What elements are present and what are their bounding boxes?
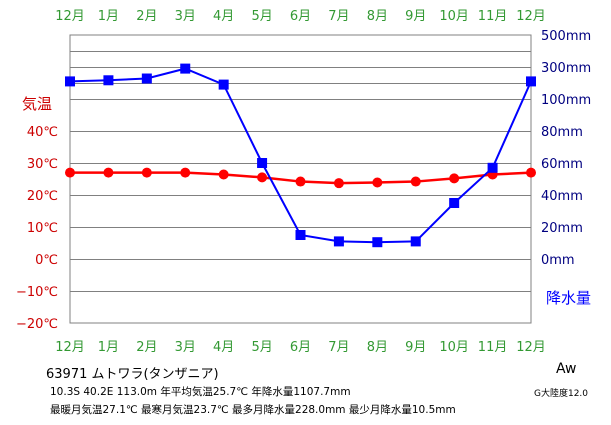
top-month-label: 2月: [136, 9, 157, 24]
bottom-month-label: 12月: [516, 340, 546, 355]
temperature-point: [141, 167, 152, 178]
temperature-point: [333, 178, 344, 189]
koppen-class: Aw: [556, 361, 577, 377]
bottom-month-label: 11月: [478, 340, 508, 355]
precipitation-point: [103, 75, 114, 86]
precipitation-tick-label: 500mm: [541, 29, 591, 44]
precipitation-tick-label: 40mm: [541, 189, 583, 204]
bottom-month-label: 2月: [136, 340, 157, 355]
temperature-tick-label: −10℃: [16, 285, 58, 300]
precipitation-point: [333, 236, 344, 247]
precipitation-point: [141, 73, 152, 84]
precipitation-axis: 500mm 300mm 100mm 80mm 60mm 40mm 20mm 0mm 降水量: [541, 29, 591, 307]
temperature-axis-label: 気温: [22, 95, 52, 113]
bottom-month-label: 7月: [328, 340, 349, 355]
temperature-tick-label: 10℃: [27, 221, 58, 236]
station-name: 63971 ムトワラ(タンザニア): [46, 367, 219, 382]
station-coords: 10.3S 40.2E 113.0m 年平均気温25.7℃ 年降水量1107.7…: [50, 386, 351, 398]
temperature-point: [180, 167, 191, 178]
top-month-label: 4月: [213, 9, 234, 24]
precipitation-point: [487, 162, 498, 173]
top-month-label: 11月: [478, 9, 508, 24]
precipitation-point: [372, 237, 383, 248]
bottom-month-labels: 12月 1月 2月 3月 4月 5月 6月 7月 8月 9月 10月 11月 12月: [55, 340, 546, 355]
temperature-tick-label: 20℃: [27, 189, 58, 204]
bottom-month-label: 4月: [213, 340, 234, 355]
top-month-label: 10月: [439, 9, 469, 24]
temperature-tick-label: 30℃: [27, 157, 58, 172]
bottom-month-label: 3月: [175, 340, 196, 355]
top-month-label: 3月: [175, 9, 196, 24]
precipitation-point: [295, 230, 306, 240]
continentality: G大陸度12.0: [534, 389, 589, 399]
bottom-month-label: 12月: [55, 340, 85, 355]
top-month-labels: 12月 1月 2月 3月 4月 5月 6月 7月 8月 9月 10月 11月 12月: [55, 9, 546, 24]
bottom-month-label: 9月: [405, 340, 426, 355]
precipitation-point: [257, 158, 268, 168]
top-month-label: 8月: [367, 9, 388, 24]
bottom-month-label: 10月: [439, 340, 469, 355]
precipitation-point: [449, 198, 460, 208]
precipitation-tick-label: 20mm: [541, 221, 583, 236]
precipitation-tick-label: 0mm: [541, 253, 575, 268]
temperature-tick-label: 0℃: [35, 253, 58, 268]
top-month-label: 7月: [328, 9, 349, 24]
temperature-point: [218, 169, 229, 180]
station-extremes: 最暖月気温27.1℃ 最寒月気温23.7℃ 最多月降水量228.0mm 最少月降…: [50, 404, 456, 416]
temperature-axis: 気温 40℃ 30℃ 20℃ 10℃ 0℃ −10℃ −20℃: [16, 95, 58, 332]
precipitation-tick-label: 60mm: [541, 157, 583, 172]
temperature-tick-label: −20℃: [16, 317, 58, 332]
temperature-point: [410, 176, 421, 187]
precipitation-series: [65, 63, 536, 248]
precipitation-point: [218, 79, 229, 90]
precipitation-tick-label: 100mm: [541, 93, 591, 108]
temperature-series: [65, 167, 536, 189]
top-month-label: 9月: [405, 9, 426, 24]
top-month-label: 6月: [290, 9, 311, 24]
temperature-point: [257, 172, 268, 183]
temperature-point: [526, 167, 536, 178]
precipitation-point: [526, 76, 536, 87]
temperature-point: [372, 177, 383, 188]
top-month-label: 1月: [98, 9, 119, 24]
temperature-point: [295, 176, 306, 187]
plot-frame: [69, 34, 532, 324]
bottom-month-label: 6月: [290, 340, 311, 355]
precipitation-point: [410, 236, 421, 247]
temperature-point: [449, 173, 460, 184]
precipitation-point: [180, 63, 191, 74]
precipitation-line: [69, 67, 532, 244]
top-month-label: 12月: [55, 9, 85, 24]
temperature-tick-label: 40℃: [27, 125, 58, 140]
grid-lines: [69, 34, 532, 324]
top-month-label: 12月: [516, 9, 546, 24]
temperature-point: [65, 167, 75, 178]
precipitation-axis-label: 降水量: [546, 289, 591, 307]
bottom-month-label: 1月: [98, 340, 119, 355]
precipitation-tick-label: 80mm: [541, 125, 583, 140]
precipitation-tick-label: 300mm: [541, 61, 591, 76]
bottom-month-label: 5月: [251, 340, 272, 355]
bottom-month-label: 8月: [367, 340, 388, 355]
top-month-label: 5月: [251, 9, 272, 24]
precipitation-point: [65, 76, 75, 87]
temperature-point: [103, 167, 114, 178]
